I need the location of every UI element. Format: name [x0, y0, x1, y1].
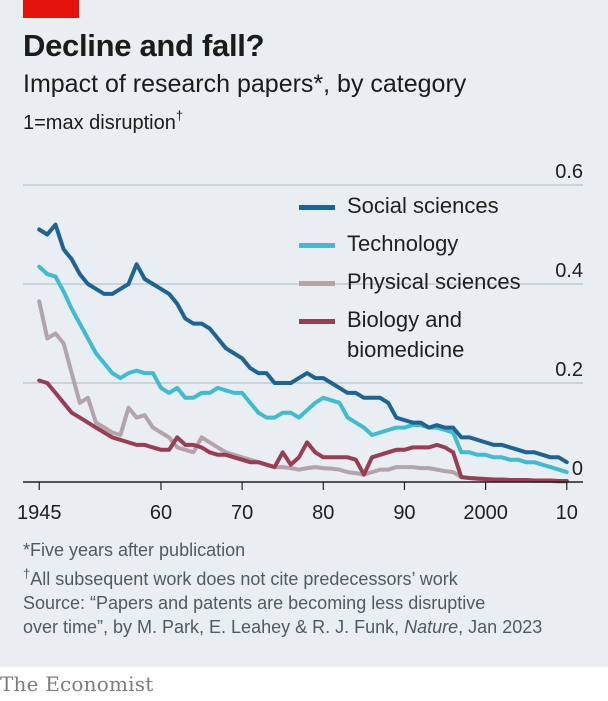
- series-line-social-sciences: [37, 222, 569, 465]
- legend-label: Biology and: [347, 307, 462, 332]
- legend-item-2: Physical sciences: [299, 269, 521, 294]
- legend-label: Social sciences: [347, 193, 499, 218]
- brand-wordmark: The Economist: [0, 672, 154, 696]
- legend-swatch: [299, 243, 335, 248]
- unit-text: 1=max disruption: [23, 112, 176, 134]
- series-line-technology: [37, 264, 569, 475]
- chart-subtitle: Impact of research papers*, by category: [23, 70, 467, 98]
- source-line-1: Source: “Papers and patents are becoming…: [23, 593, 486, 613]
- legend-swatch: [299, 205, 335, 210]
- source-line-2-post: , Jan 2023: [458, 617, 543, 637]
- footnote-dagger: †All subsequent work does not cite prede…: [23, 562, 542, 591]
- legend-label: Physical sciences: [347, 269, 521, 294]
- unit-dagger: †: [175, 108, 184, 123]
- y-tick-label: 0.6: [555, 161, 583, 183]
- chart-card: Decline and fall? Impact of research pap…: [0, 0, 608, 667]
- unit-label: 1=max disruption†: [23, 108, 183, 135]
- x-tick-label: 1945: [17, 502, 62, 524]
- x-tick-label: 70: [231, 502, 253, 524]
- chart-title: Decline and fall?: [23, 28, 265, 63]
- source-line-2: over time”, by M. Park, E. Leahey & R. J…: [23, 615, 542, 639]
- x-tick-label: 60: [150, 502, 172, 524]
- legend-item-0: Social sciences: [299, 193, 499, 218]
- axes: 0 0.2 0.4 0.6 1945 60 70 80 90 2000 10: [17, 161, 583, 524]
- y-tick-label: 0: [572, 458, 583, 480]
- series-lines: [37, 222, 569, 484]
- source-line-2-pre: over time”, by M. Park, E. Leahey & R. J…: [23, 617, 405, 637]
- x-tick-label: 10: [556, 502, 578, 524]
- legend-swatch: [299, 319, 335, 324]
- legend-item-3: Biology and biomedicine: [299, 307, 464, 362]
- series-line-biology-and-biomedicine: [37, 378, 569, 483]
- line-chart: 0 0.2 0.4 0.6 1945 60 70 80 90 2000 10 Social scie…: [17, 161, 583, 524]
- x-tick-label: 80: [312, 502, 334, 524]
- legend-swatch: [299, 281, 335, 286]
- brand-red-tag: [23, 0, 79, 18]
- footnotes: *Five years after publication †All subse…: [23, 538, 542, 639]
- source-journal: Nature: [404, 617, 459, 637]
- footnote-dagger-mark: †: [23, 566, 31, 581]
- footnote-asterisk: *Five years after publication: [23, 540, 246, 560]
- x-tick-label: 2000: [463, 502, 508, 524]
- x-tick-label: 90: [393, 502, 415, 524]
- y-tick-label: 0.4: [555, 260, 583, 282]
- footnote-dagger-text: All subsequent work does not cite predec…: [30, 569, 458, 589]
- legend: Social sciences Technology Physical scienc…: [299, 193, 521, 362]
- legend-label: biomedicine: [347, 337, 464, 362]
- legend-label: Technology: [347, 231, 458, 256]
- y-tick-label: 0.2: [555, 359, 583, 381]
- legend-item-1: Technology: [299, 231, 458, 256]
